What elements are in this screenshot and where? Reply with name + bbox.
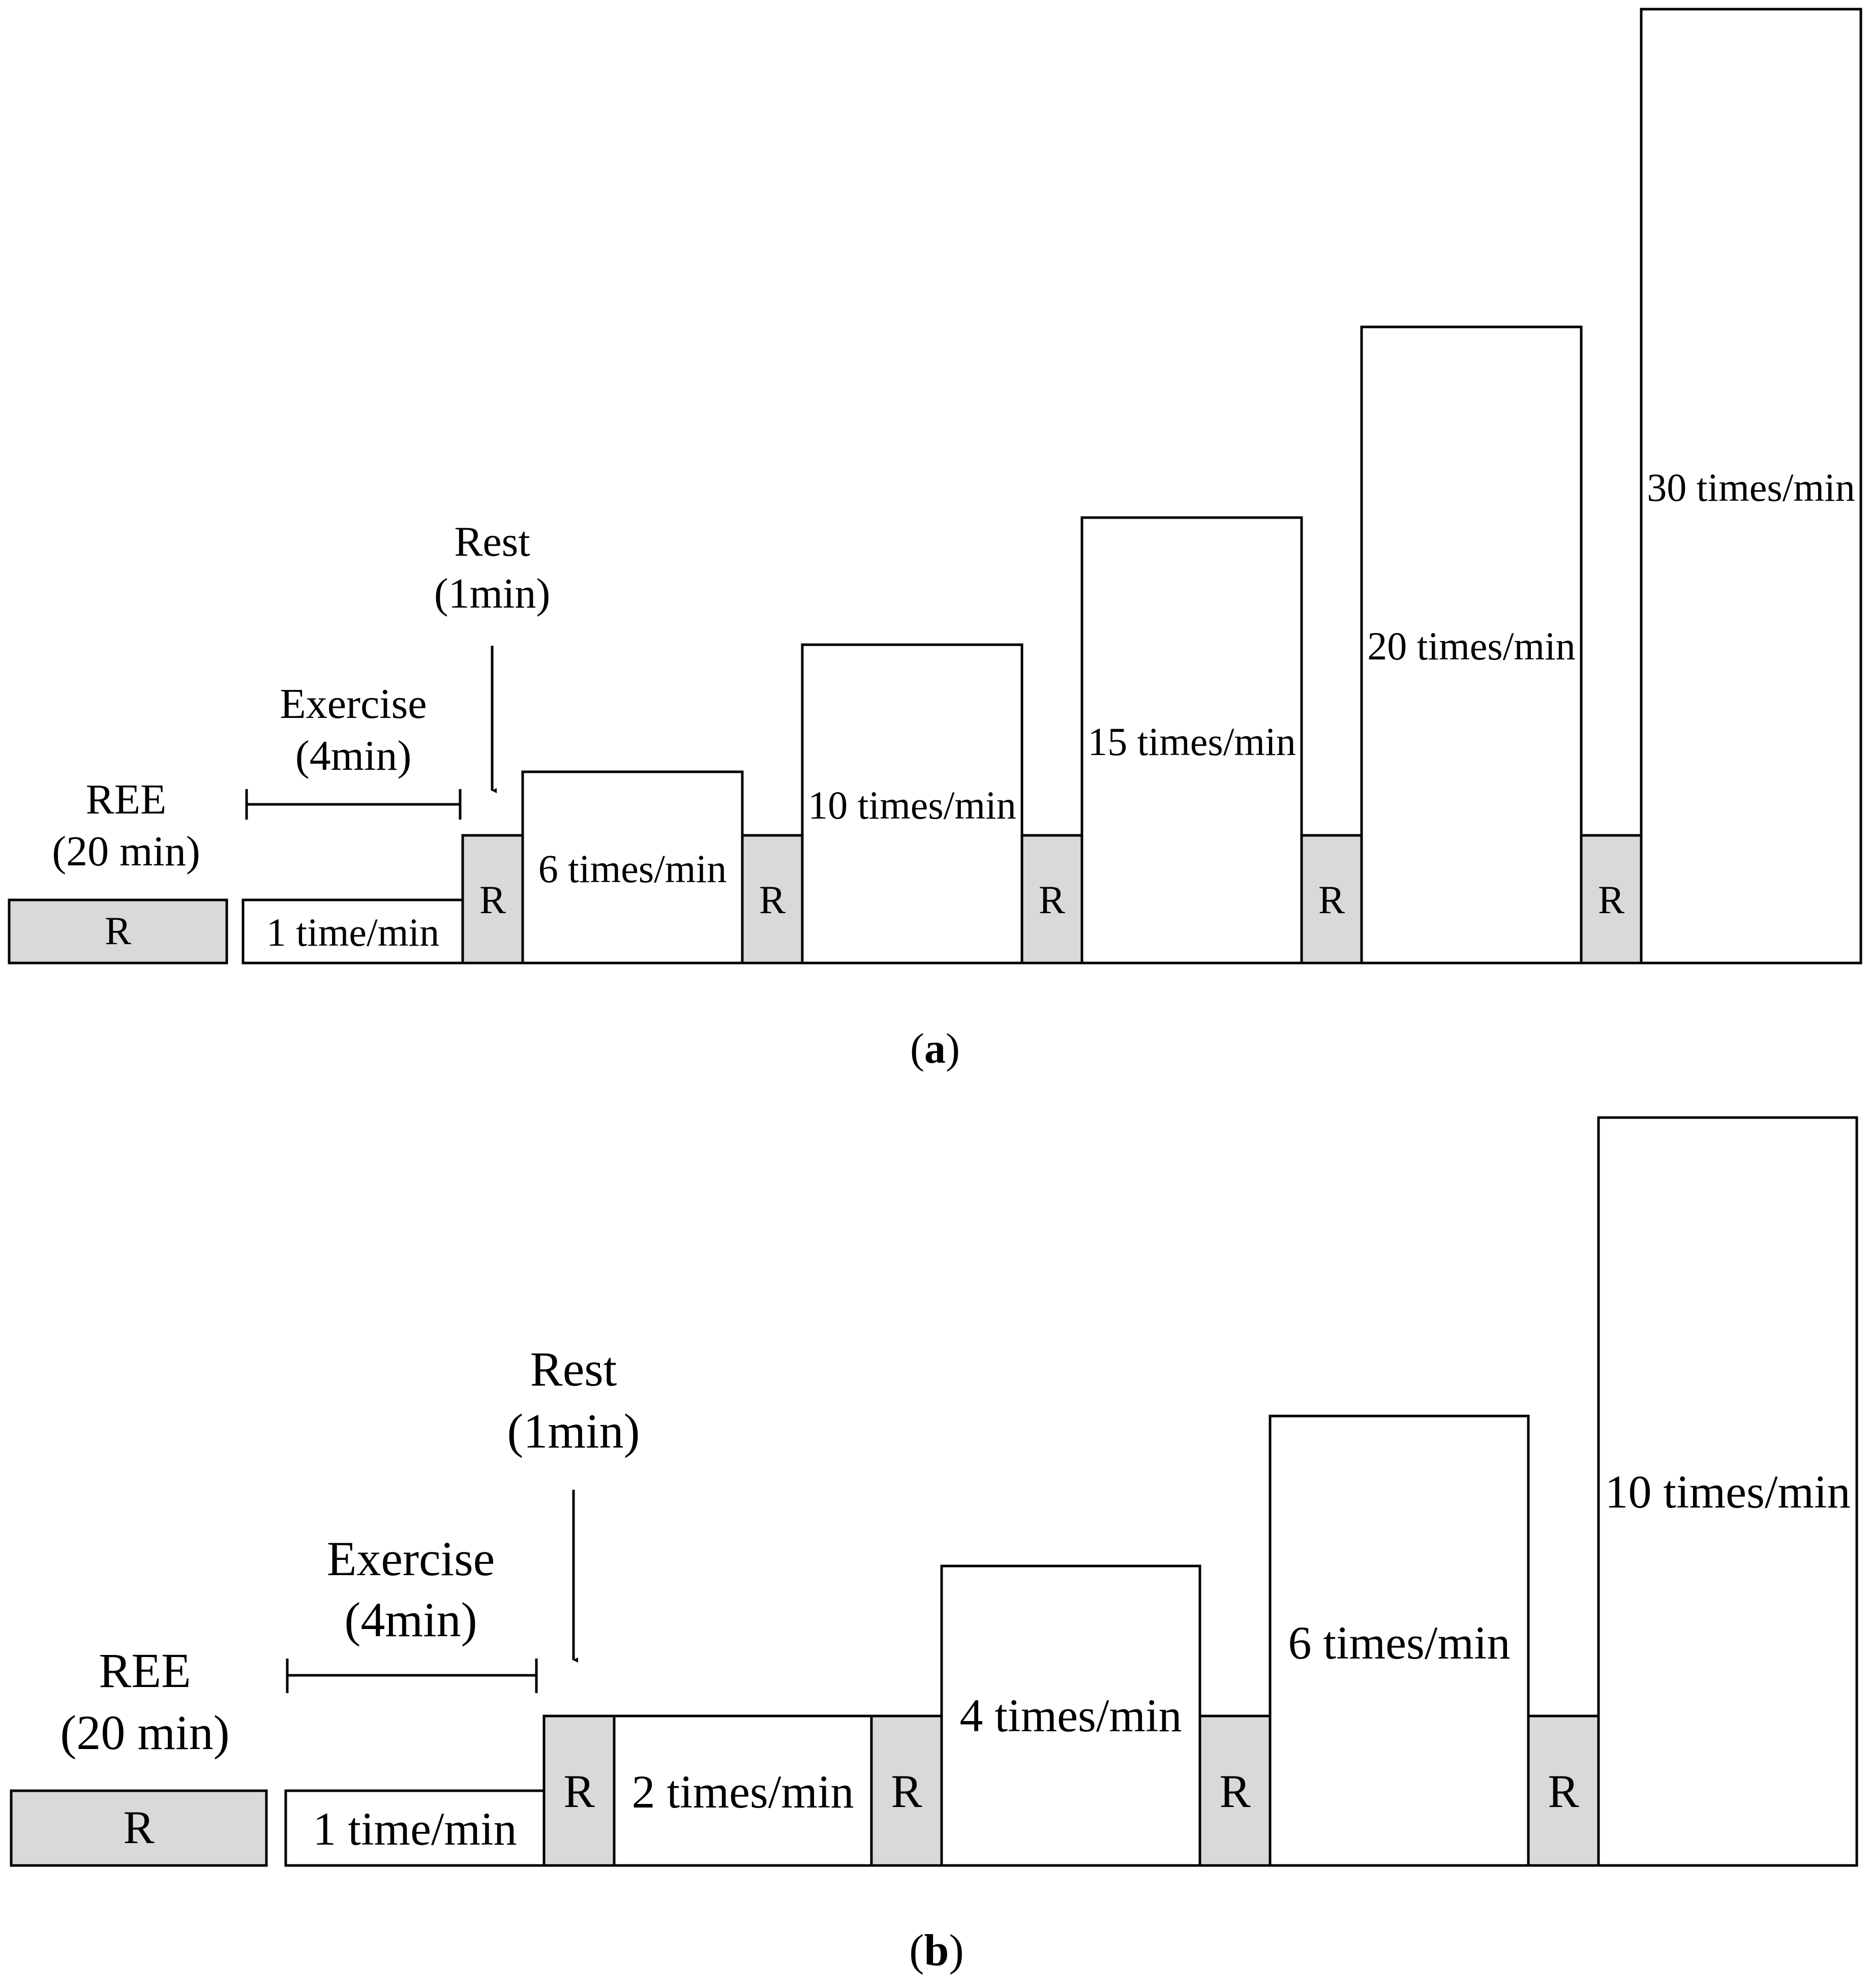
panel-a-stage-5-label: 20 times/min <box>1367 624 1576 668</box>
panel-b-stage-3 <box>940 1564 1201 1867</box>
panel-b-rest-block-1 <box>542 1714 616 1867</box>
panel-b-rest-block-2-label: R <box>891 1765 922 1817</box>
panel-b-stage-3-label: 4 times/min <box>960 1690 1182 1741</box>
panel-b-exercise-label: Exercise <box>327 1531 495 1586</box>
panel-b-ree-duration: (20 min) <box>60 1705 229 1760</box>
panel-b-stage-4-label: 6 times/min <box>1288 1617 1511 1669</box>
panel-b-rest-block-4-label: R <box>1548 1765 1579 1817</box>
panel-a-exercise-duration: (4min) <box>295 732 412 779</box>
panel-a-ree-r-label: R <box>105 909 131 953</box>
panel-b-rest-block-2 <box>870 1714 943 1867</box>
panel-a-ree-duration: (20 min) <box>52 828 200 875</box>
panel-b-rest-block-3 <box>1198 1714 1272 1867</box>
panel-b-stage-1 <box>284 1789 546 1867</box>
panel-b: R REE (20 min) Exercise (4min) Rest (1mi… <box>10 1116 1858 1975</box>
panel-b-ree-block <box>10 1789 268 1867</box>
panel-a-ree-block <box>8 898 228 965</box>
panel-a-stage-4 <box>1080 516 1303 965</box>
panel-a-stage-6-label: 30 times/min <box>1647 465 1855 509</box>
panel-a-rest-block-3-label: R <box>1039 878 1065 922</box>
panel-b-rest-label: Rest <box>530 1342 617 1396</box>
panel-b-stage-5-label: 10 times/min <box>1605 1466 1851 1518</box>
panel-a-stage-4-label: 15 times/min <box>1088 719 1296 764</box>
panel-a-rest-block-4-label: R <box>1318 878 1345 922</box>
panel-a-exercise-label: Exercise <box>280 680 427 728</box>
panel-b-rest-duration: (1min) <box>507 1404 640 1458</box>
panel-b-exercise-duration: (4min) <box>344 1592 477 1647</box>
panel-a-stage-2-label: 6 times/min <box>538 847 727 891</box>
panel-b-exercise-bracket <box>286 1659 538 1693</box>
panel-a-rest-block-1-label: R <box>479 878 506 922</box>
panel-b-rest-block-1-label: R <box>563 1765 595 1817</box>
panel-b-stage-2 <box>613 1714 873 1867</box>
panel-a-stage-3 <box>801 643 1023 965</box>
panel-a-stage-5 <box>1360 325 1583 965</box>
panel-a-caption: (a) <box>910 1025 960 1072</box>
panel-a-rest-block-2-label: R <box>759 878 786 922</box>
panel-a-rest-label: Rest <box>454 518 530 565</box>
panel-a-stage-3-label: 10 times/min <box>808 783 1016 827</box>
panel-b-stage-4 <box>1269 1414 1530 1867</box>
panel-b-ree-label: REE <box>99 1643 191 1698</box>
panel-b-stage-1-label: 1 time/min <box>313 1803 517 1855</box>
panel-a-exercise-bracket <box>245 789 462 820</box>
panel-a-rest-block-5-label: R <box>1598 878 1624 922</box>
panel-b-caption: (b) <box>909 1926 964 1975</box>
panel-b-ree-r-label: R <box>123 1801 155 1853</box>
panel-b-stage-5 <box>1597 1116 1858 1867</box>
panel-b-stage-2-label: 2 times/min <box>632 1766 854 1818</box>
panel-a: R REE (20 min) Exercise (4min) Rest (1mi… <box>8 8 1862 1072</box>
panel-b-rest-block-3-label: R <box>1219 1765 1251 1817</box>
panel-a-stage-1 <box>242 898 464 965</box>
panel-a-rest-block-5 <box>1580 834 1643 965</box>
panel-a-stage-2 <box>521 770 744 965</box>
panel-a-ree-label: REE <box>86 776 167 823</box>
panel-a-rest-duration: (1min) <box>434 570 551 617</box>
panel-a-stage-1-label: 1 time/min <box>266 910 439 954</box>
panel-a-stage-6 <box>1640 8 1862 965</box>
panel-a-rest-block-1 <box>461 834 524 965</box>
